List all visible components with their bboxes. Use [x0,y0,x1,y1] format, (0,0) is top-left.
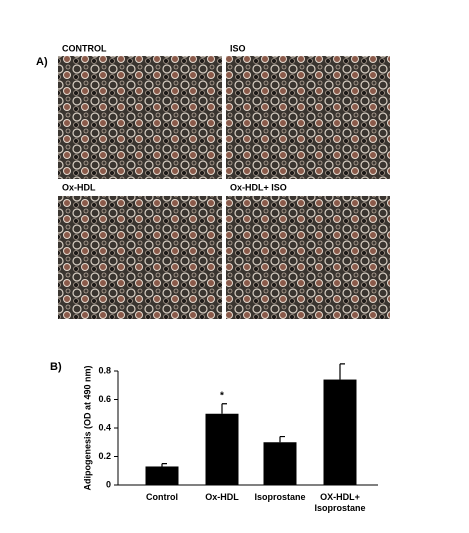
y-tick-label: 0.4 [98,422,111,432]
bar [323,379,357,485]
image-label: Ox-HDL [62,182,96,192]
panel-label: A) [36,56,48,68]
y-axis-label: Adipogenesis (OD at 490 nm) [82,365,92,490]
error-bar [279,435,285,443]
bar [263,442,297,485]
image-label: ISO [230,43,246,53]
micrograph [226,196,390,319]
image-label: Ox-HDL+ ISO [230,182,287,192]
x-tick-label: Ox-HDL [205,492,239,502]
micrograph [226,56,390,179]
y-tick-label: 0 [106,479,111,489]
image-label: CONTROL [62,43,107,53]
panel-label: B) [50,361,62,373]
error-bar [161,463,167,467]
x-tick-label: Control [146,492,178,502]
bar [205,413,239,485]
y-tick-label: 0.6 [98,394,111,404]
annotation: * [220,390,224,401]
bar [145,466,179,485]
micrograph [58,56,222,179]
error-bar [221,403,227,414]
y-tick-label: 0.8 [98,365,111,375]
y-tick-label: 0.2 [98,451,111,461]
x-tick-label: OX-HDL+ Isoprostane [314,492,366,513]
error-bar [339,363,345,380]
micrograph [58,196,222,319]
x-tick-label: Isoprostane [254,492,306,502]
